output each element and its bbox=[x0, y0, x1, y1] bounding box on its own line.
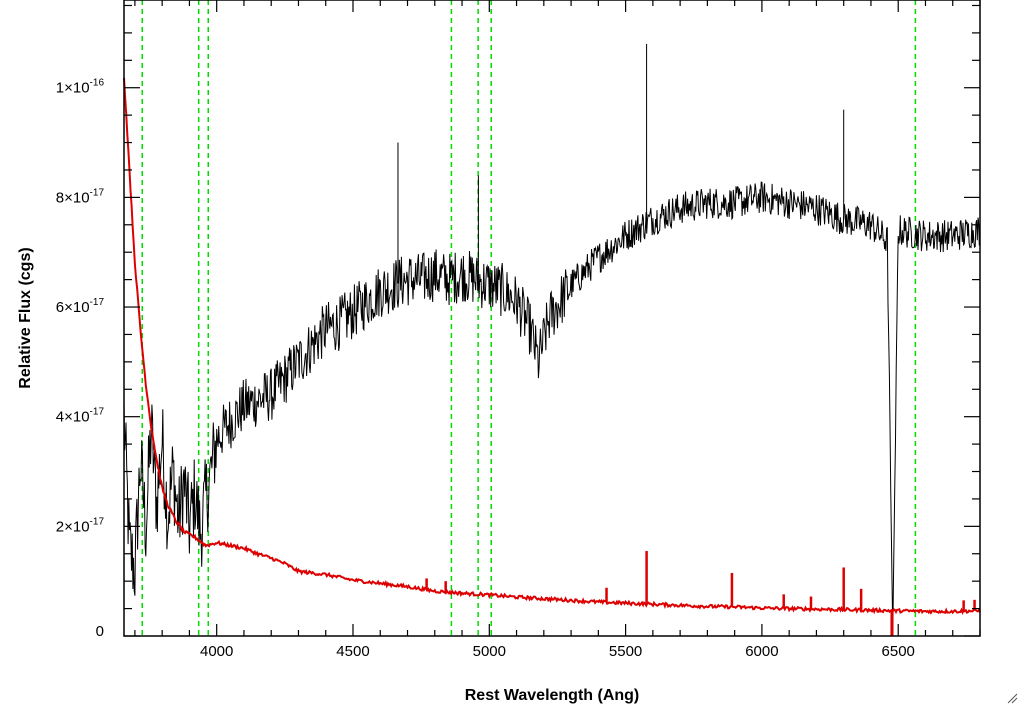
y-tick-label: 0 bbox=[96, 623, 104, 640]
x-tick-label: 5000 bbox=[473, 643, 506, 660]
series-model-line bbox=[123, 77, 981, 616]
series-layer bbox=[123, 43, 981, 637]
resize-grip-icon[interactable] bbox=[1007, 693, 1018, 704]
y-tick-label: 2×10-17 bbox=[56, 516, 105, 535]
x-tick-label: 5500 bbox=[609, 643, 642, 660]
y-tick-label: 4×10-17 bbox=[56, 407, 105, 426]
reference-lines bbox=[141, 0, 917, 636]
x-tick-label: 4500 bbox=[336, 643, 369, 660]
y-axis: 0 2×10-17 4×10-17 6×10-17 8×10-17 1×10-16 bbox=[56, 4, 980, 640]
plot-frame bbox=[123, 0, 981, 637]
y-tick-label: 8×10-17 bbox=[56, 187, 105, 206]
x-axis: 4000 4500 5000 5500 6000 6500 bbox=[134, 0, 981, 660]
y-tick-label: 1×10-16 bbox=[56, 78, 105, 97]
x-tick-label: 4000 bbox=[200, 643, 233, 660]
y-tick-label: 6×10-17 bbox=[56, 297, 105, 316]
series-observed-line bbox=[123, 181, 981, 637]
y-axis-title: Relative Flux (cgs) bbox=[17, 247, 34, 388]
x-tick-label: 6500 bbox=[882, 643, 915, 660]
x-tick-label: 6000 bbox=[745, 643, 778, 660]
x-axis-title: Rest Wavelength (Ang) bbox=[465, 687, 640, 704]
